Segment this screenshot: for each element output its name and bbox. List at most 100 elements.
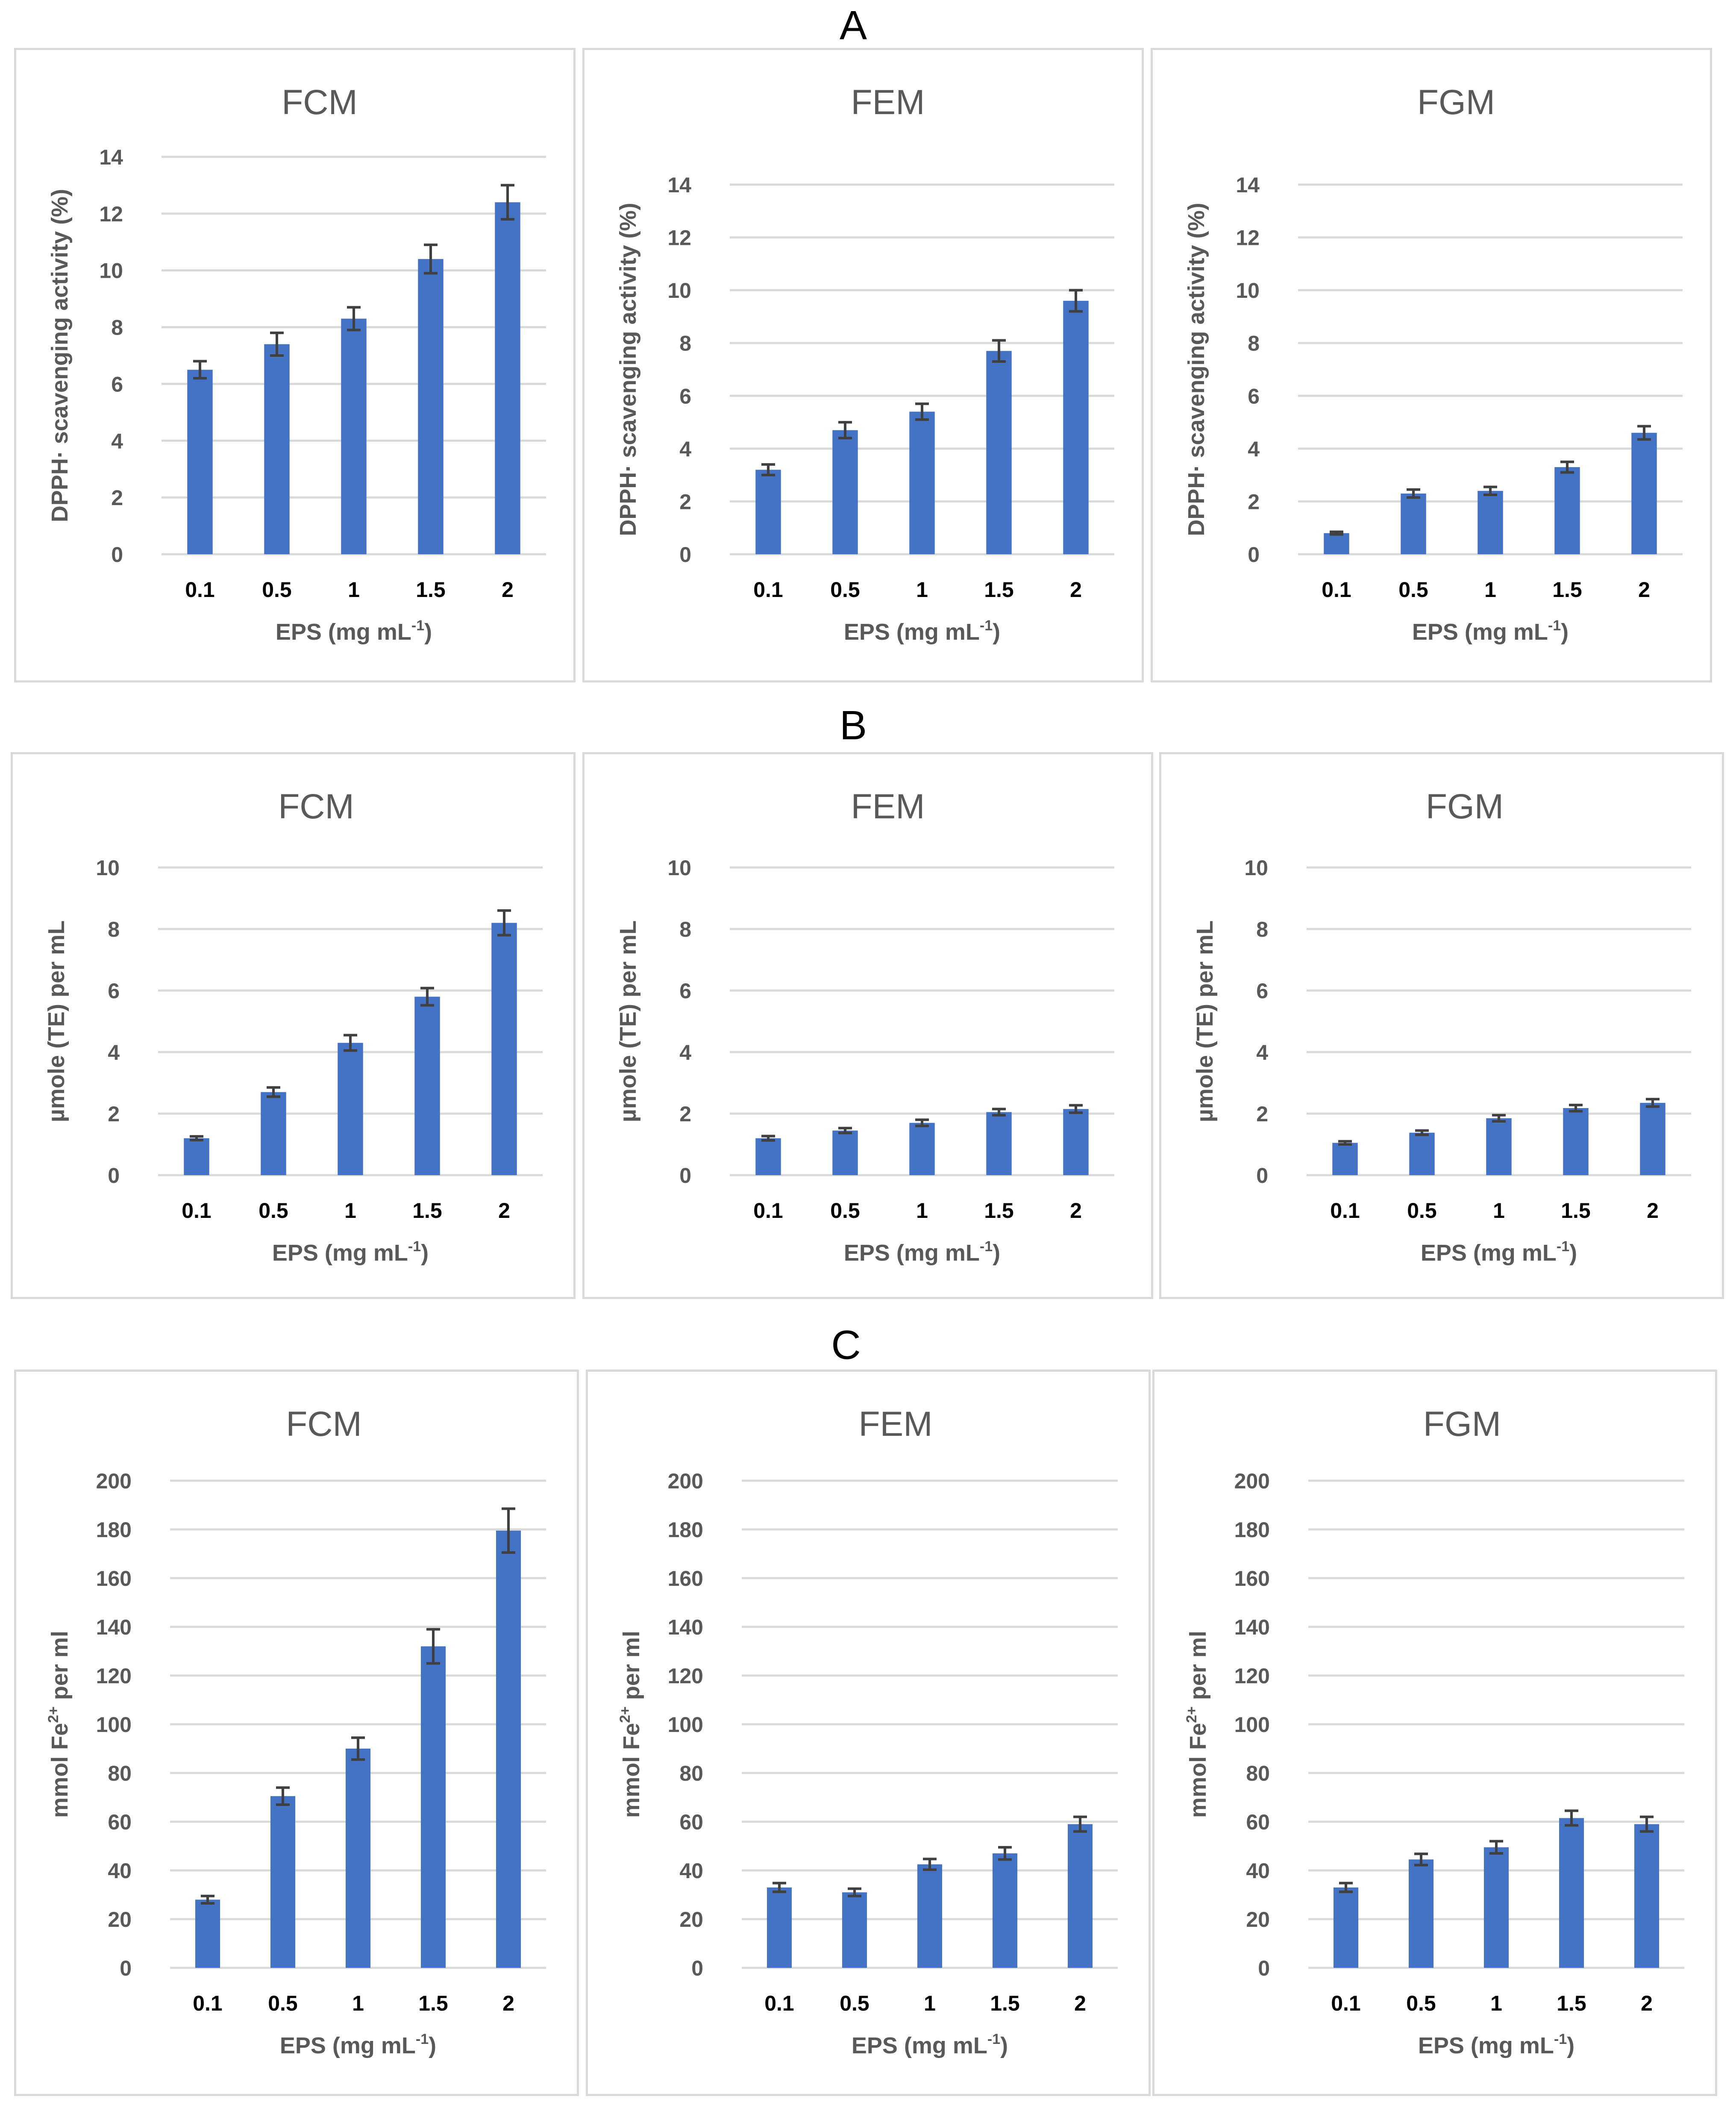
bar <box>909 412 935 554</box>
chart-panel-a-fcm: FCM 0 2 4 6 8 10 12 14 0.1 0.5 1 1.5 2 EPS (mg mL-1) DP… <box>14 48 576 682</box>
chart-panel-b-fcm: FCM 0 2 4 6 8 10 0.1 0.5 1 1.5 2 EPS (mg mL-1) µmole … <box>11 752 576 1299</box>
bar <box>1563 1108 1589 1175</box>
x-axis-label: EPS (mg mL-1) <box>272 1238 429 1266</box>
y-tick-label: 2 <box>1256 1102 1268 1126</box>
x-tick-label: 0.5 <box>830 1199 860 1223</box>
chart-title: FCM <box>286 1405 362 1444</box>
x-axis-label-sup: -1 <box>980 1238 993 1255</box>
bar <box>1634 1824 1660 1968</box>
y-axis-label-sup: 2+ <box>1184 1706 1200 1723</box>
y-axis-label: µmole (TE) per mL <box>44 920 69 1122</box>
y-tick-label: 40 <box>1246 1859 1270 1883</box>
chart-svg: FEM 0 2 4 6 8 10 12 14 0.1 0.5 1 1.5 2 EPS (mg mL-1) DP… <box>615 83 1114 645</box>
y-axis-label-sup: 2+ <box>617 1706 633 1723</box>
bar <box>338 1043 363 1175</box>
bar <box>1333 1887 1359 1968</box>
y-tick-label: 8 <box>679 917 691 941</box>
y-tick-label: 120 <box>1234 1664 1270 1688</box>
y-tick-label: 8 <box>1248 332 1260 356</box>
chart-panel-c-fem: FEM 0 20 40 60 80 100 120 140 160 180 200 0.1 0.5 1 1.5… <box>586 1370 1151 2096</box>
chart-title: FGM <box>1423 1405 1501 1444</box>
x-axis-label-main: EPS (mg mL <box>1412 619 1548 645</box>
bar <box>1063 300 1089 554</box>
x-tick-label: 0.1 <box>753 1199 783 1223</box>
y-axis-label: mmol Fe2+ per ml <box>1184 1631 1211 1818</box>
y-tick-label: 0 <box>1256 1164 1268 1188</box>
x-axis-label: EPS (mg mL-1) <box>1412 617 1569 645</box>
x-tick-label: 1 <box>344 1199 356 1223</box>
x-axis-label-end: ) <box>993 1240 1000 1266</box>
y-axis-label: DPPH· scavenging activity (%) <box>47 189 73 522</box>
y-tick-label: 80 <box>679 1761 703 1785</box>
bar <box>1324 533 1349 554</box>
section-label-c: C <box>831 1322 861 1368</box>
x-tick-label: 1.5 <box>1557 1991 1586 2015</box>
x-axis-label-end: ) <box>1561 619 1569 645</box>
x-tick-label: 0.5 <box>268 1991 298 2015</box>
x-axis-label: EPS (mg mL-1) <box>844 617 1000 645</box>
x-axis-label-sup: -1 <box>1557 1238 1569 1255</box>
y-tick-label: 100 <box>668 1713 703 1737</box>
y-tick-label: 4 <box>111 429 123 453</box>
chart-svg: FCM 0 2 4 6 8 10 0.1 0.5 1 1.5 2 EPS (mg mL-1) µmole … <box>44 787 543 1266</box>
bar <box>261 1092 286 1175</box>
x-axis-label: EPS (mg mL-1) <box>276 617 432 645</box>
y-axis-label: DPPH· scavenging activity (%) <box>1184 203 1209 536</box>
y-tick-label: 14 <box>667 173 691 197</box>
y-axis-label-end: per ml <box>1185 1631 1211 1706</box>
x-tick-label: 0.1 <box>1322 578 1351 602</box>
x-axis-label-main: EPS (mg mL <box>280 2033 416 2058</box>
x-tick-label: 1.5 <box>1561 1199 1591 1223</box>
x-tick-label: 1 <box>1493 1199 1505 1223</box>
y-tick-label: 80 <box>108 1761 132 1785</box>
x-tick-label: 0.1 <box>182 1199 211 1223</box>
y-tick-label: 12 <box>667 226 691 250</box>
bar <box>1063 1109 1089 1175</box>
y-tick-label: 6 <box>108 979 120 1003</box>
y-tick-label: 20 <box>679 1908 703 1932</box>
x-axis-label-sup: -1 <box>411 617 424 634</box>
bar <box>491 923 517 1175</box>
chart-panel-a-fem: FEM 0 2 4 6 8 10 12 14 0.1 0.5 1 1.5 2 EPS (mg mL-1) DP… <box>582 48 1144 682</box>
y-axis-label-main: mmol Fe <box>1185 1723 1211 1818</box>
y-tick-label: 200 <box>96 1469 132 1493</box>
bar <box>767 1887 792 1968</box>
x-tick-label: 0.5 <box>262 578 292 602</box>
x-tick-label: 0.1 <box>185 578 215 602</box>
x-tick-label: 1 <box>348 578 360 602</box>
y-axis-label: µmole (TE) per mL <box>615 920 641 1122</box>
bar <box>992 1853 1018 1968</box>
y-tick-label: 0 <box>120 1956 132 1980</box>
chart-panel-c-fgm: FGM 0 20 40 60 80 100 120 140 160 180 200 0.1 0.5 1 1.5… <box>1152 1370 1717 2096</box>
y-axis-label: mmol Fe2+ per ml <box>617 1631 644 1818</box>
x-axis-label-main: EPS (mg mL <box>276 619 411 645</box>
section-label-a: A <box>839 3 867 48</box>
x-axis-label-sup: -1 <box>408 1238 421 1255</box>
x-axis-label: EPS (mg mL-1) <box>852 2031 1008 2058</box>
y-tick-label: 120 <box>668 1664 703 1688</box>
y-tick-label: 120 <box>96 1664 132 1688</box>
y-tick-label: 0 <box>108 1164 120 1188</box>
y-tick-label: 160 <box>1234 1567 1270 1591</box>
bar <box>1483 1847 1509 1968</box>
bar <box>341 318 367 554</box>
x-tick-label: 1.5 <box>990 1991 1020 2015</box>
x-tick-label: 0.1 <box>764 1991 794 2015</box>
y-tick-label: 14 <box>1236 173 1260 197</box>
bar <box>832 1130 858 1175</box>
bar <box>1478 491 1503 554</box>
y-tick-label: 0 <box>679 543 691 567</box>
y-tick-label: 180 <box>1234 1518 1270 1542</box>
bar <box>345 1749 371 1968</box>
y-tick-label: 6 <box>1248 384 1260 408</box>
y-tick-label: 4 <box>108 1041 120 1064</box>
y-tick-label: 12 <box>99 202 123 226</box>
x-tick-label: 1.5 <box>418 1991 448 2015</box>
y-tick-label: 10 <box>1244 856 1268 880</box>
chart-svg: FGM 0 20 40 60 80 100 120 140 160 180 200 0.1 0.5 1 1.5… <box>1184 1405 1684 2058</box>
x-tick-label: 0.1 <box>1331 1991 1361 2015</box>
y-tick-label: 20 <box>108 1908 132 1932</box>
y-tick-label: 160 <box>668 1567 703 1591</box>
x-tick-label: 2 <box>498 1199 510 1223</box>
bar <box>187 370 213 554</box>
